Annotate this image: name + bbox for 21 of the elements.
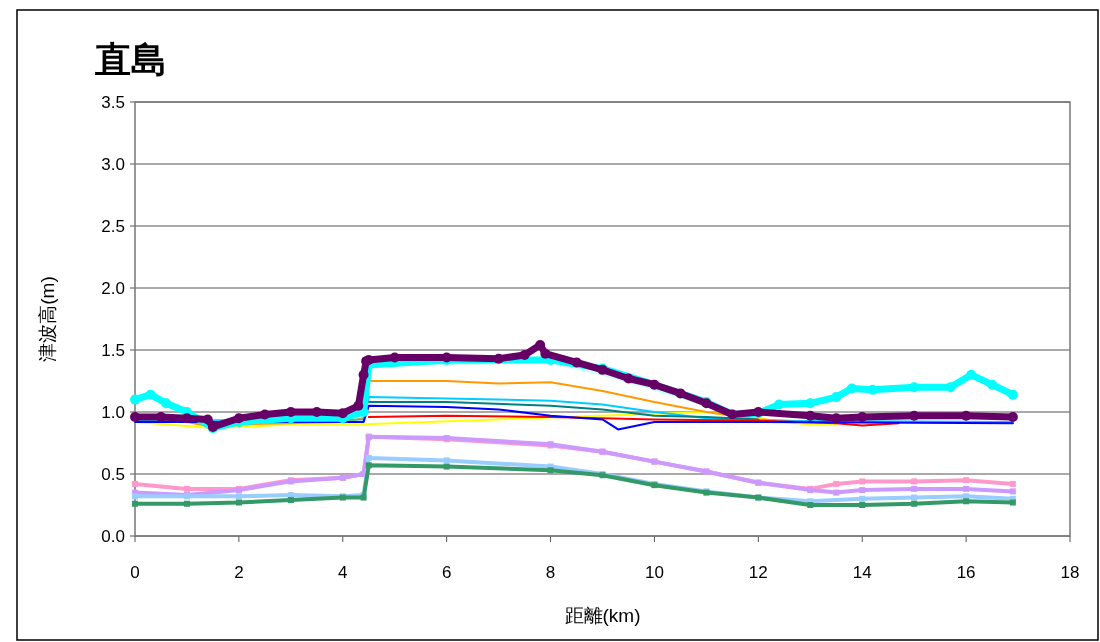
y-tick-label: 2.0 [101,279,125,298]
y-tick-label: 3.5 [101,93,125,112]
x-tick-label: 10 [644,563,664,582]
y-tick-label: 1.0 [101,403,125,422]
y-tick-label: 0.5 [101,465,125,484]
x-tick-label: 12 [748,563,768,582]
x-tick-label: 2 [234,563,244,582]
x-tick-label: 16 [956,563,976,582]
chart-title: 直島 [94,39,167,80]
y-tick-label: 1.5 [101,341,125,360]
x-tick-label: 4 [338,563,348,582]
y-tick-label: 3.0 [101,155,125,174]
y-tick-label: 0.0 [101,527,125,546]
y-axis-title: 津波高(m) [37,276,58,362]
y-tick-label: 2.5 [101,217,125,236]
x-tick-label: 6 [441,563,452,582]
x-axis-title: 距離(km) [564,605,641,626]
x-tick-label: 0 [130,563,140,582]
x-tick-label: 8 [545,563,556,582]
x-tick-label: 14 [852,563,872,582]
x-tick-label: 18 [1060,563,1080,582]
